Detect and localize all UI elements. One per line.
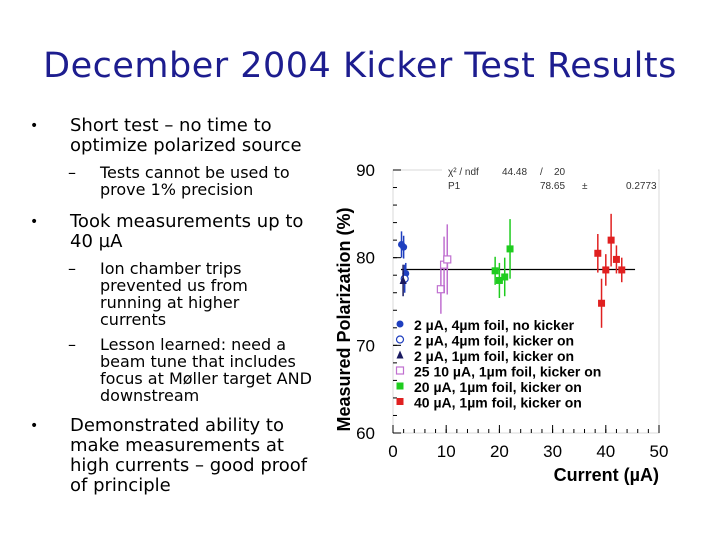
fit-stats-text: 0.2773: [626, 181, 657, 192]
bullet-dot-icon: •: [30, 118, 39, 134]
y-tick-label: 60: [356, 424, 375, 443]
y-tick-label: 90: [356, 161, 375, 180]
fit-stats-text: χ² / ndf: [448, 167, 479, 178]
sub-bullet-dash-icon: –: [68, 259, 76, 278]
x-tick-label: 20: [490, 442, 509, 461]
legend-label: 40 µA, 1µm foil, kicker on: [414, 395, 582, 411]
x-tick-label: 40: [596, 442, 615, 461]
legend-marker: [396, 398, 404, 405]
legend-label: 2 µA, 4µm foil, kicker on: [414, 333, 574, 349]
bullet-text: Demonstrated ability to make measurement…: [70, 415, 308, 496]
sub-bullet-dash-icon: –: [68, 163, 76, 182]
fit-stats-text: /: [540, 167, 543, 178]
data-point: [602, 266, 610, 274]
legend-marker: [395, 335, 405, 344]
y-tick-label: 70: [356, 336, 375, 355]
sub-bullet-text: Ion chamber trips prevented us from runn…: [100, 259, 248, 329]
data-point: [506, 245, 514, 253]
bullet-list: • Short test – no time to optimize polar…: [24, 116, 324, 504]
x-tick-label: 10: [437, 442, 456, 461]
slide-title: December 2004 Kicker Test Results: [43, 46, 677, 86]
fit-stats-text: 20: [554, 167, 566, 178]
bullet-item: • Took measurements up to 40 µA: [24, 212, 324, 252]
bullet-dot-icon: •: [30, 214, 39, 230]
x-axis-title: Current (µA): [554, 465, 659, 485]
data-point: [594, 249, 602, 257]
legend-label: 2 µA, 1µm foil, kicker on: [414, 348, 574, 364]
data-point: [598, 299, 606, 307]
fit-stats-text: ±: [582, 181, 588, 192]
sub-bullet-text: Lesson learned: need a beam tune that in…: [100, 335, 312, 405]
data-point: [491, 267, 499, 275]
bullet-dot-icon: •: [30, 418, 39, 434]
data-point: [400, 243, 408, 251]
sub-bullet-item: – Ion chamber trips prevented us from ru…: [24, 260, 324, 328]
x-tick-label: 30: [543, 442, 562, 461]
polarization-chart: 60 70 80 90 0 10 20 30 40 50 Current (µA) Measured …: [334, 161, 669, 485]
legend-marker: [395, 366, 405, 375]
legend-label: 25 10 µA, 1µm foil, kicker on: [414, 364, 601, 380]
data-point: [607, 236, 615, 244]
x-tick-label: 0: [388, 442, 397, 461]
sub-bullet-text: Tests cannot be used to prove 1% precisi…: [100, 163, 290, 199]
legend-label: 20 µA, 1µm foil, kicker on: [414, 379, 582, 395]
data-point: [618, 266, 626, 274]
legend-label: 2 µA, 4µm foil, no kicker: [414, 317, 575, 333]
legend-marker: [396, 320, 404, 328]
data-point: [501, 273, 509, 281]
bullet-text: Short test – no time to optimize polariz…: [70, 115, 302, 156]
fit-stats-box: [442, 162, 658, 194]
bullet-text: Took measurements up to 40 µA: [70, 211, 304, 252]
bullet-item: • Demonstrated ability to make measureme…: [24, 416, 324, 496]
legend-marker: [396, 350, 404, 359]
fit-stats-text: 44.48: [502, 167, 527, 178]
y-tick-label: 80: [356, 249, 375, 268]
sub-bullet-item: – Tests cannot be used to prove 1% preci…: [24, 164, 324, 198]
bullet-item: • Short test – no time to optimize polar…: [24, 116, 324, 156]
plot-frame: [392, 169, 660, 434]
sub-bullet-dash-icon: –: [68, 335, 76, 354]
legend-marker: [396, 382, 404, 390]
fit-stats-text: 78.65: [540, 181, 565, 192]
data-point: [443, 255, 452, 264]
fit-stats-text: P1: [448, 181, 461, 192]
data-point: [495, 276, 503, 284]
x-tick-label: 50: [650, 442, 669, 461]
sub-bullet-item: – Lesson learned: need a beam tune that …: [24, 336, 324, 404]
data-point: [399, 275, 407, 284]
y-axis-title: Measured Polarization (%): [334, 207, 354, 431]
data-point: [612, 255, 620, 263]
